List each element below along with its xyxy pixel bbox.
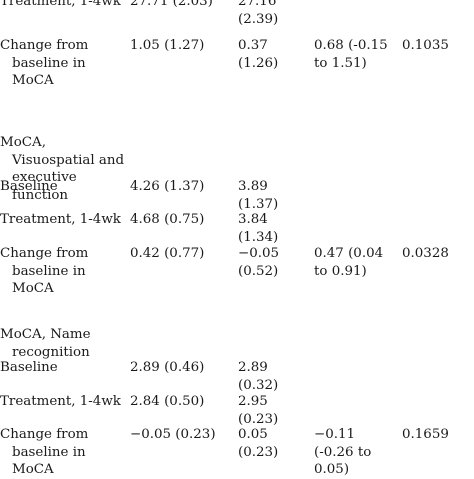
control-value-line: 27.16 — [238, 0, 277, 9]
intervention-value-line: 4.26 (1.37) — [130, 179, 205, 194]
row-label-line: Baseline — [0, 360, 58, 375]
row-label: Treatment, 1-4wk — [0, 211, 121, 229]
row-label-line: Treatment, 1-4wk — [0, 0, 121, 9]
row-label: MoCA, Name recognition — [0, 326, 118, 361]
difference-ci-line: (-0.26 to — [314, 444, 372, 460]
p-value: 0.1035 — [402, 37, 468, 55]
row-label: Change from baseline in MoCA — [0, 37, 118, 90]
row-label-line: MoCA — [12, 73, 54, 88]
control-value-line: (0.52) — [238, 263, 279, 279]
row-label-line: Change from — [0, 246, 89, 261]
intervention-value-line: 0.42 (0.77) — [130, 246, 205, 261]
control-value-line: (0.32) — [238, 377, 279, 393]
control-value-line: 2.89 — [238, 360, 268, 375]
p-value-line: 0.0328 — [402, 246, 449, 261]
control-value-line: 2.95 — [238, 394, 268, 409]
row-label-line: Treatment, 1-4wk — [0, 212, 121, 227]
difference-ci-line: to 0.91) — [314, 263, 367, 279]
p-value-line: 0.1035 — [402, 38, 449, 53]
intervention-value: 2.89 (0.46) — [130, 359, 235, 377]
control-value: 0.37 (1.26) — [238, 37, 306, 72]
intervention-value-line: 2.89 (0.46) — [130, 360, 205, 375]
row-label-line: MoCA — [12, 281, 54, 296]
control-value-line: 0.05 — [238, 427, 268, 442]
intervention-value-line: 1.05 (1.27) — [130, 38, 205, 53]
row-label-line: Change from — [0, 427, 89, 442]
control-value-line: 0.37 — [238, 38, 268, 53]
difference-ci: 0.68 (-0.15 to 1.51) — [314, 37, 396, 72]
intervention-value: 1.05 (1.27) — [130, 37, 235, 55]
intervention-value: 2.84 (0.50) — [130, 393, 235, 411]
row-label-line: MoCA, — [0, 135, 46, 150]
intervention-value-line: 2.84 (0.50) — [130, 394, 205, 409]
control-value-line: (0.23) — [238, 411, 279, 427]
row-label-line: executive — [12, 170, 77, 185]
row-label: Treatment, 1-4wk — [0, 393, 121, 411]
row-label-line: MoCA, Name — [0, 327, 91, 342]
intervention-value-line: 27.71 (2.03) — [130, 0, 213, 9]
row-label-line: function — [12, 187, 69, 203]
p-value-line: 0.1659 — [402, 427, 449, 442]
control-value-line: (1.37) — [238, 196, 279, 212]
difference-ci-line: to 1.51) — [314, 55, 367, 71]
intervention-value: −0.05 (0.23) — [130, 426, 235, 444]
row-label: Treatment, 1-4wk — [0, 0, 121, 11]
difference-ci-line: 0.68 (-0.15 — [314, 38, 388, 53]
control-value: 3.89 (1.37) — [238, 178, 306, 213]
row-label: MoCA, Visuospatial and executive function — [0, 134, 125, 204]
difference-ci-line: 0.05) — [314, 462, 350, 477]
p-value: 0.1659 — [402, 426, 468, 444]
control-value: 2.89 (0.32) — [238, 359, 306, 394]
row-label: Baseline — [0, 178, 118, 196]
row-label-line: Visuospatial and — [12, 152, 125, 168]
control-value-line: (0.23) — [238, 444, 279, 460]
intervention-value: 0.42 (0.77) — [130, 245, 235, 263]
difference-ci-line: −0.11 — [314, 427, 356, 442]
row-label-line: baseline in — [12, 263, 86, 279]
intervention-value-line: −0.05 (0.23) — [130, 427, 216, 442]
row-label: Change from baseline in MoCA — [0, 426, 118, 479]
row-label-line: Baseline — [0, 179, 58, 194]
row-label-line: baseline in — [12, 444, 86, 460]
control-value: 2.95 (0.23) — [238, 393, 306, 428]
control-value: 27.16 (2.39) — [238, 0, 306, 28]
intervention-value-line: 4.68 (0.75) — [130, 212, 205, 227]
control-value-line: 3.84 — [238, 212, 268, 227]
control-value-line: (1.34) — [238, 229, 279, 245]
row-label: Change from baseline in MoCA — [0, 245, 118, 298]
control-value-line: −0.05 — [238, 246, 280, 261]
difference-ci-line: 0.47 (0.04 — [314, 246, 384, 261]
control-value: 3.84 (1.34) — [238, 211, 306, 246]
p-value: 0.0328 — [402, 245, 468, 263]
control-value: 0.05 (0.23) — [238, 426, 306, 461]
row-label-line: recognition — [12, 344, 90, 360]
control-value: −0.05 (0.52) — [238, 245, 306, 280]
difference-ci: 0.47 (0.04 to 0.91) — [314, 245, 396, 280]
control-value-line: (2.39) — [238, 11, 279, 27]
row-label-line: Change from — [0, 38, 89, 53]
row-label: Baseline — [0, 359, 118, 377]
row-label-line: Treatment, 1-4wk — [0, 394, 121, 409]
control-value-line: 3.89 — [238, 179, 268, 194]
difference-ci: −0.11 (-0.26 to 0.05) — [314, 426, 396, 479]
intervention-value: 4.26 (1.37) — [130, 178, 235, 196]
row-label-line: baseline in — [12, 55, 86, 71]
control-value-line: (1.26) — [238, 55, 279, 71]
intervention-value: 27.71 (2.03) — [130, 0, 235, 11]
intervention-value: 4.68 (0.75) — [130, 211, 235, 229]
row-label-line: MoCA — [12, 462, 54, 477]
